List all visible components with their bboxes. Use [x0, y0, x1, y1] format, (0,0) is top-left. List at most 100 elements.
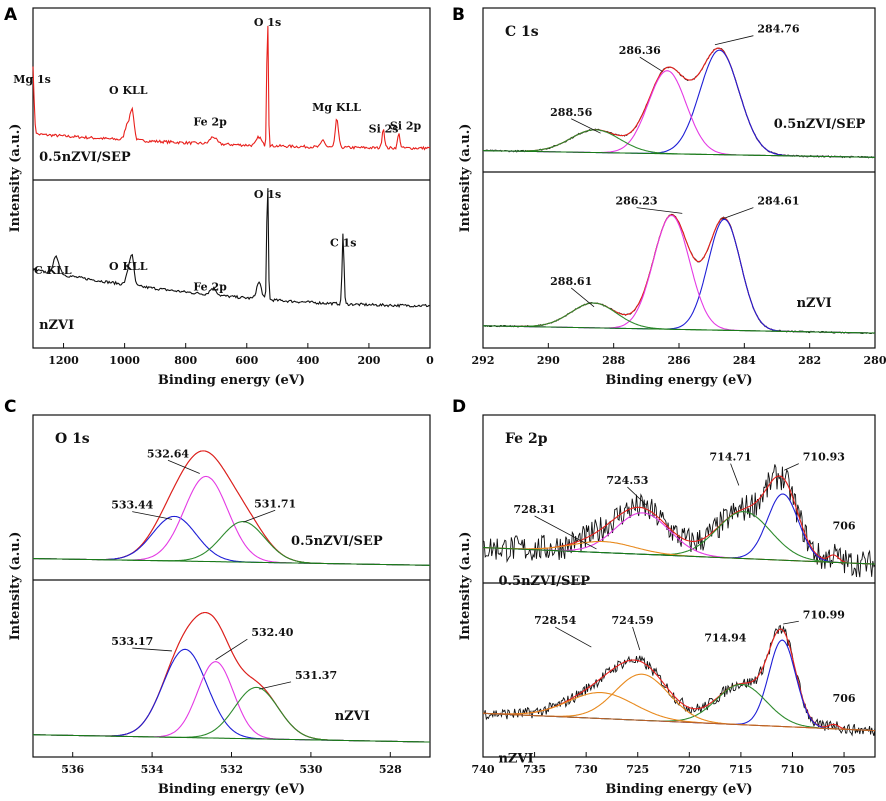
x-tick-label: 800 [174, 354, 197, 367]
series-raw [482, 213, 876, 335]
panel-letter-C: C [4, 397, 16, 417]
annotation-arrow [783, 620, 799, 625]
x-tick-label: 286 [668, 354, 691, 367]
peak-label: 710.99 [803, 608, 845, 621]
annotation-arrow [167, 459, 200, 474]
series-284.61 [483, 218, 875, 334]
series-532.64 [32, 475, 430, 566]
peak-label: 286.23 [615, 195, 657, 208]
sample-label: 0.5nZVI/SEP [498, 574, 590, 589]
peak-label: 533.44 [111, 499, 153, 512]
series-533.17 [33, 648, 431, 743]
annotation-arrow [215, 638, 248, 661]
annotation-arrow [639, 56, 663, 72]
series-envelope [33, 611, 431, 743]
series-background [32, 557, 430, 566]
peak-label: C KLL [34, 264, 72, 277]
x-tick-label: 530 [299, 763, 322, 776]
annotation-arrow [627, 486, 647, 506]
panel-title: C 1s [505, 24, 539, 40]
x-tick-label: 528 [379, 763, 402, 776]
peak-label: 724.59 [612, 614, 654, 627]
annotation-arrow [555, 626, 592, 648]
x-tick-label: 536 [61, 763, 84, 776]
sample-label: nZVI [498, 751, 533, 766]
x-axis-label: Binding energy (eV) [605, 373, 752, 388]
x-tick-label: 292 [472, 354, 495, 367]
x-tick-label: 1200 [48, 354, 79, 367]
peak-label: O 1s [254, 188, 281, 201]
annotation-arrow [730, 463, 740, 486]
series-284.76 [483, 49, 875, 158]
series-envelope [483, 214, 875, 334]
x-tick-label: 0 [426, 354, 434, 367]
series-532.40 [33, 661, 431, 743]
plot-frame [482, 414, 876, 758]
chart-D: D 740 735 730 725 720 715 710 705 Binding energy … [452, 397, 876, 797]
series-background [483, 325, 875, 334]
peak-label: 288.56 [550, 106, 592, 119]
sample-label: 0.5nZVI/SEP [291, 534, 383, 549]
sample-label: 0.5nZVI/SEP [774, 117, 866, 132]
panel-title: O 1s [55, 431, 90, 447]
peak-label: 724.53 [606, 474, 648, 487]
annotation-arrow [534, 515, 597, 550]
series-survey [32, 188, 431, 308]
peak-label: 531.37 [295, 669, 337, 682]
x-tick-label: 282 [798, 354, 821, 367]
peak-label: 714.71 [710, 451, 752, 464]
x-tick-label: 1000 [109, 354, 140, 367]
series-background [482, 546, 875, 565]
x-tick-label: 730 [575, 763, 598, 776]
annotation-arrow [784, 463, 799, 471]
chart-C: C 536 534 532 530 528 Binding energy (eV) Inten… [4, 397, 431, 797]
plot-frame [32, 7, 431, 349]
peak-label: 284.76 [757, 23, 799, 36]
sample-label: nZVI [39, 318, 74, 333]
annotation-arrow [132, 511, 173, 520]
peak-label: O KLL [109, 84, 148, 97]
peak-label: 706 [833, 692, 856, 705]
series-531.37 [33, 686, 431, 743]
x-tick-label: 532 [220, 763, 243, 776]
peak-label: 728.31 [514, 503, 556, 516]
x-tick-label: 710 [781, 763, 804, 776]
x-tick-label: 288 [602, 354, 625, 367]
peak-label: 288.61 [550, 275, 592, 288]
x-axis-label: Binding energy (eV) [605, 782, 752, 797]
annotation-arrow [570, 287, 595, 308]
peak-label: Si 2s [369, 123, 399, 136]
x-tick-label: 735 [523, 763, 546, 776]
sample-label: nZVI [335, 709, 370, 724]
peak-label: 531.71 [254, 497, 296, 510]
annotation-arrow [243, 509, 276, 523]
panel-letter-B: B [452, 5, 465, 25]
x-axis-label: Binding energy (eV) [158, 373, 305, 388]
series-286.36 [483, 70, 875, 158]
x-tick-label: 400 [296, 354, 319, 367]
x-tick-label: 280 [864, 354, 886, 367]
y-axis-label: Intensity (a.u.) [458, 124, 473, 233]
annotation-arrow [714, 35, 754, 46]
x-tick-label: 725 [626, 763, 649, 776]
panel-title: Fe 2p [505, 431, 548, 447]
x-tick-label: 534 [141, 763, 164, 776]
peak-label: O 1s [254, 16, 281, 29]
peak-label: 533.17 [111, 635, 153, 648]
series-background [33, 734, 431, 743]
sample-label: nZVI [797, 296, 832, 311]
annotation-arrow [636, 207, 683, 214]
annotation-arrow [721, 207, 754, 220]
peak-label: 728.54 [534, 614, 576, 627]
series-raw [482, 464, 876, 578]
x-tick-label: 600 [235, 354, 258, 367]
peak-label: Fe 2p [193, 115, 227, 128]
annotation-arrow [259, 681, 292, 690]
peak-label: 286.36 [619, 44, 661, 57]
x-tick-label: 715 [729, 763, 752, 776]
peak-label: Fe 2p [193, 280, 227, 293]
peak-label: 706 [833, 520, 856, 533]
peak-label: 714.94 [704, 631, 746, 644]
peak-label: 532.64 [147, 447, 189, 460]
sample-label: 0.5nZVI/SEP [39, 150, 131, 165]
